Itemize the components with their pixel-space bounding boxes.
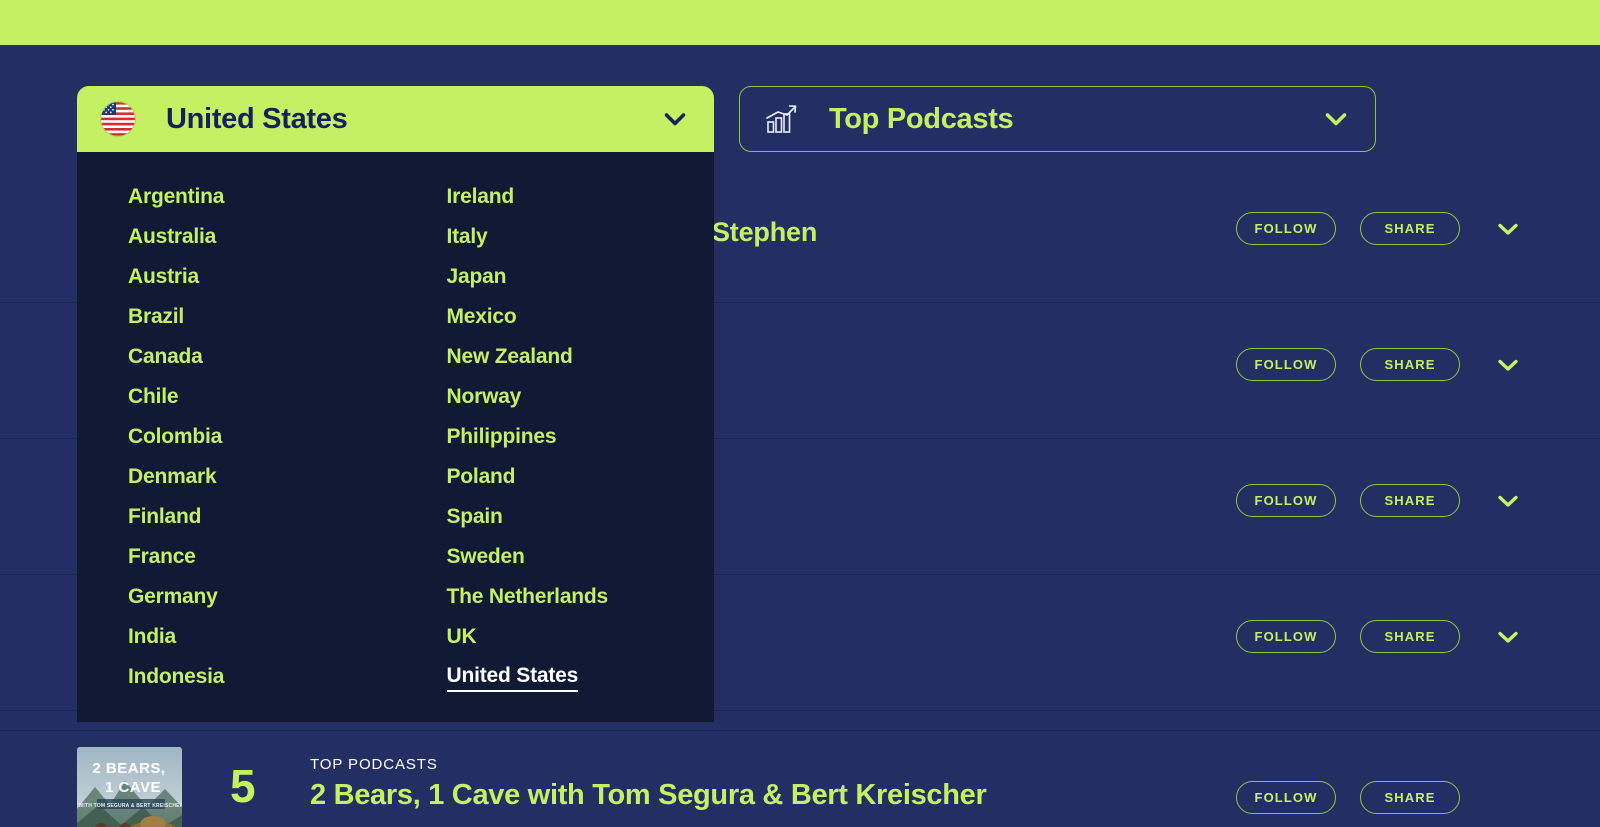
follow-button[interactable]: FOLLOW	[1236, 212, 1336, 245]
country-option-italy[interactable]: Italy	[447, 218, 715, 258]
country-option-poland[interactable]: Poland	[447, 458, 715, 498]
country-option-label: United States	[446, 664, 578, 692]
country-option-label: Australia	[128, 225, 217, 248]
country-option-label: Denmark	[128, 465, 217, 488]
country-option-label: UK	[446, 625, 477, 648]
us-flag-icon	[101, 102, 135, 136]
row-actions: FOLLOW SHARE	[1236, 484, 1460, 517]
country-option-france[interactable]: France	[128, 538, 396, 578]
podcast-rank: 5	[230, 760, 256, 812]
country-option-the-netherlands[interactable]: The Netherlands	[447, 578, 715, 618]
country-option-denmark[interactable]: Denmark	[128, 458, 396, 498]
country-option-label: The Netherlands	[446, 585, 609, 608]
chevron-down-icon[interactable]	[1494, 487, 1522, 515]
country-option-germany[interactable]: Germany	[128, 578, 396, 618]
country-option-austria[interactable]: Austria	[128, 258, 396, 298]
country-option-finland[interactable]: Finland	[128, 498, 396, 538]
country-option-label: Sweden	[446, 545, 525, 568]
category-selector-dropdown[interactable]: Top Podcasts	[739, 86, 1376, 152]
bar-chart-trend-icon	[764, 102, 798, 136]
podcast-category-kicker: TOP PODCASTS	[310, 756, 438, 773]
country-option-label: New Zealand	[446, 345, 573, 368]
country-list-column-right: Ireland Italy Japan Mexico New Zealand N…	[396, 178, 715, 698]
country-option-label: Canada	[128, 345, 203, 368]
row-actions: FOLLOW SHARE	[1236, 348, 1460, 381]
country-option-label: Ireland	[446, 185, 515, 208]
share-button[interactable]: SHARE	[1360, 212, 1460, 245]
follow-button[interactable]: FOLLOW	[1236, 620, 1336, 653]
country-option-united-states[interactable]: United States	[446, 658, 715, 698]
chevron-down-icon[interactable]	[1494, 351, 1522, 379]
share-button[interactable]: SHARE	[1360, 620, 1460, 653]
svg-text:WITH TOM SEGURA & BERT KREISCH: WITH TOM SEGURA & BERT KREISCHER	[78, 803, 182, 809]
country-list-column-left: Argentina Australia Austria Brazil Canad…	[77, 178, 396, 698]
svg-text:1 CAVE: 1 CAVE	[105, 779, 161, 796]
podcast-row-actions: FOLLOW SHARE	[1236, 781, 1460, 814]
country-option-indonesia[interactable]: Indonesia	[128, 658, 396, 698]
chevron-down-icon[interactable]	[1321, 104, 1351, 134]
country-dropdown-panel: Argentina Australia Austria Brazil Canad…	[77, 152, 714, 722]
country-option-spain[interactable]: Spain	[447, 498, 715, 538]
follow-button[interactable]: FOLLOW	[1236, 484, 1336, 517]
country-option-ireland[interactable]: Ireland	[447, 178, 715, 218]
country-option-canada[interactable]: Canada	[128, 338, 396, 378]
country-option-label: Mexico	[446, 305, 517, 328]
country-option-new-zealand[interactable]: New Zealand	[447, 338, 715, 378]
row-entity-name: Stephen	[712, 217, 818, 247]
chevron-down-icon[interactable]	[660, 104, 690, 134]
category-selector-label: Top Podcasts	[829, 102, 1014, 135]
country-option-label: India	[128, 625, 177, 648]
podcast-table-row[interactable]: 2 BEARS, 1 CAVE WITH TOM SEGURA & BERT K…	[0, 730, 1600, 827]
country-option-label: Chile	[128, 385, 179, 408]
svg-text:2 BEARS,: 2 BEARS,	[92, 760, 165, 777]
country-option-label: Philippines	[446, 425, 557, 448]
country-option-label: Poland	[446, 465, 516, 488]
row-actions: FOLLOW SHARE	[1236, 620, 1460, 653]
country-option-colombia[interactable]: Colombia	[128, 418, 396, 458]
country-option-japan[interactable]: Japan	[447, 258, 715, 298]
country-option-argentina[interactable]: Argentina	[128, 178, 396, 218]
podcast-meta: TOP PODCASTS 2 Bears, 1 Cave with Tom Se…	[310, 756, 987, 812]
country-option-norway[interactable]: Norway	[447, 378, 715, 418]
country-option-label: Germany	[128, 585, 218, 608]
country-option-label: Italy	[446, 225, 488, 248]
chevron-down-icon[interactable]	[1494, 215, 1522, 243]
chevron-down-icon[interactable]	[1494, 623, 1522, 651]
country-option-philippines[interactable]: Philippines	[447, 418, 715, 458]
table-row[interactable]: FOLLOW SHARE	[0, 575, 1600, 711]
country-option-label: Japan	[446, 265, 507, 288]
share-button[interactable]: SHARE	[1360, 348, 1460, 381]
follow-button[interactable]: FOLLOW	[1236, 348, 1336, 381]
country-option-label: Finland	[128, 505, 202, 528]
country-option-brazil[interactable]: Brazil	[128, 298, 396, 338]
country-option-label: Norway	[446, 385, 522, 408]
country-option-label: Indonesia	[128, 665, 225, 688]
country-option-label: Colombia	[128, 425, 223, 448]
country-option-uk[interactable]: UK	[447, 618, 715, 658]
row-actions: FOLLOW SHARE	[1236, 212, 1460, 245]
top-banner	[0, 0, 1600, 45]
table-row[interactable]: Stephen FOLLOW SHARE	[0, 167, 1600, 303]
table-row[interactable]: FOLLOW SHARE	[0, 439, 1600, 575]
follow-button[interactable]: FOLLOW	[1236, 781, 1336, 814]
table-row[interactable]: FOLLOW SHARE	[0, 303, 1600, 439]
country-selector-button[interactable]: United States	[77, 86, 714, 152]
country-option-australia[interactable]: Australia	[128, 218, 396, 258]
podcast-title[interactable]: 2 Bears, 1 Cave with Tom Segura & Bert K…	[310, 779, 987, 811]
country-option-india[interactable]: India	[128, 618, 396, 658]
country-option-label: Spain	[446, 505, 503, 528]
podcast-artwork[interactable]: 2 BEARS, 1 CAVE WITH TOM SEGURA & BERT K…	[77, 747, 182, 827]
country-option-chile[interactable]: Chile	[128, 378, 396, 418]
country-option-sweden[interactable]: Sweden	[447, 538, 715, 578]
country-selector: United States Argentina Australia Austri…	[77, 86, 714, 722]
country-option-label: Austria	[128, 265, 199, 288]
country-selector-label: United States	[166, 102, 348, 135]
chart-rows-layer: Stephen FOLLOW SHARE FOLLOW SHARE FOLLOW…	[0, 45, 1600, 827]
share-button[interactable]: SHARE	[1360, 484, 1460, 517]
country-option-label: France	[128, 545, 196, 568]
country-option-label: Brazil	[128, 305, 184, 328]
share-button[interactable]: SHARE	[1360, 781, 1460, 814]
country-option-mexico[interactable]: Mexico	[447, 298, 715, 338]
country-option-label: Argentina	[128, 185, 225, 208]
